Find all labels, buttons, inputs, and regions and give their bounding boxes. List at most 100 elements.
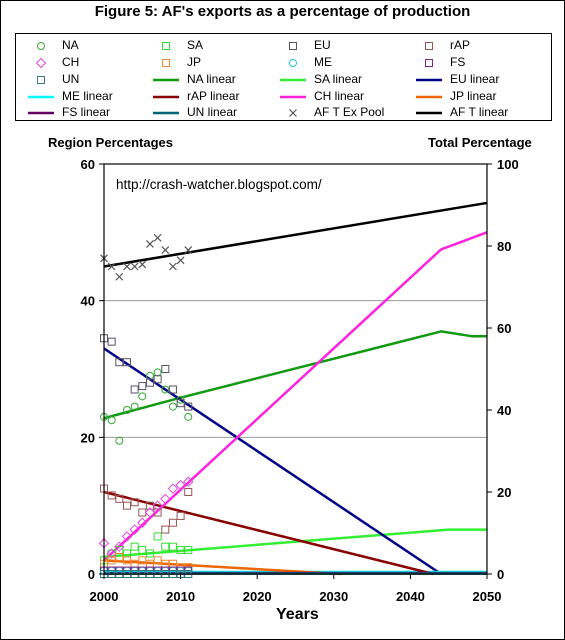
x-tick-label: 2050 xyxy=(473,589,502,604)
legend-label: AF T Ex Pool xyxy=(314,105,385,119)
data-point-jp xyxy=(138,556,147,565)
data-point-af-t-ex-pool xyxy=(130,262,139,271)
legend-symbol xyxy=(153,95,179,99)
data-point-af-t-ex-pool xyxy=(146,240,154,248)
legend-symbol xyxy=(416,78,442,82)
series-line-ch-linear xyxy=(103,231,488,562)
data-point-ch xyxy=(183,476,194,487)
legend-marker xyxy=(289,42,297,50)
data-point-ch xyxy=(160,493,171,505)
data-point-sa xyxy=(168,542,177,551)
data-point-na xyxy=(161,385,170,394)
y-right-tick-label: 100 xyxy=(497,157,519,172)
legend-symbol xyxy=(162,42,170,50)
data-point-eu xyxy=(122,358,131,367)
x-tick-label: 2000 xyxy=(90,589,119,604)
data-point-ch xyxy=(175,479,186,491)
x-tick-label: 2010 xyxy=(166,589,195,604)
data-point-jp xyxy=(115,552,124,561)
y-right-tick-label: 60 xyxy=(497,321,511,336)
x-axis-label: Years xyxy=(276,606,319,623)
data-point-sa xyxy=(161,542,170,551)
legend: NA SA EU rAP CH JP ME FS UN NA linear SA linear EU … xyxy=(15,33,552,121)
data-point-eu xyxy=(153,375,162,384)
legend-label: CH linear xyxy=(314,89,365,103)
legend-marker xyxy=(162,42,170,50)
legend-marker xyxy=(425,42,433,50)
series-line-na-linear xyxy=(103,330,487,420)
legend-marker xyxy=(289,59,297,67)
data-point-ch xyxy=(152,500,163,511)
data-point-sa xyxy=(138,546,147,555)
data-point-na xyxy=(130,402,139,411)
legend-label: ME linear xyxy=(62,89,113,103)
legend-label: rAP xyxy=(450,38,471,52)
legend-symbol xyxy=(37,76,45,84)
legend-label: UN xyxy=(62,72,80,86)
data-point-sa xyxy=(153,532,162,541)
data-point-eu xyxy=(138,382,147,391)
legend-marker xyxy=(35,57,47,69)
data-point-eu xyxy=(107,337,116,346)
series-line-jp-linear xyxy=(103,559,342,576)
data-point-na xyxy=(184,412,193,421)
legend-label: NA xyxy=(62,38,79,52)
series-line-sa-linear xyxy=(103,528,487,559)
data-point-eu xyxy=(145,378,154,387)
data-point-jp xyxy=(153,556,162,565)
legend-label: UN linear xyxy=(187,105,238,119)
series-line-rap-linear xyxy=(103,490,434,576)
legend-label: rAP linear xyxy=(187,89,240,103)
data-point-sa xyxy=(176,546,185,555)
legend-symbol xyxy=(289,109,297,117)
legend-label: ME xyxy=(314,55,332,69)
legend-symbol xyxy=(280,95,306,99)
data-point-rap xyxy=(130,498,139,507)
data-point-af-t-ex-pool xyxy=(123,262,131,271)
legend-symbol xyxy=(153,111,179,115)
y-right-tick-label: 0 xyxy=(497,567,504,582)
data-point-rap xyxy=(168,518,177,527)
data-point-rap xyxy=(161,525,170,534)
data-point-ch xyxy=(144,507,156,518)
data-point-rap xyxy=(107,491,116,500)
y-left-tick-label: 60 xyxy=(81,157,95,172)
legend-symbol xyxy=(35,57,47,69)
x-tick-label: 2030 xyxy=(319,589,348,604)
data-point-ch xyxy=(129,524,140,535)
data-point-rap xyxy=(184,488,193,496)
legend-symbol xyxy=(416,95,442,99)
legend-label: EU linear xyxy=(450,72,500,86)
legend-marker xyxy=(37,42,45,50)
legend-symbol xyxy=(425,42,433,50)
data-point-rap xyxy=(115,494,124,503)
data-point-sa xyxy=(184,546,193,555)
data-point-af-t-ex-pool xyxy=(169,262,177,271)
data-point-ch xyxy=(137,517,148,528)
data-point-af-t-ex-pool xyxy=(184,246,193,255)
legend-label: CH xyxy=(62,55,80,69)
legend-marker xyxy=(162,59,170,67)
legend-symbol xyxy=(28,111,54,115)
data-point-jp xyxy=(122,556,131,565)
data-point-ch xyxy=(106,548,117,559)
y-left-tick-label: 20 xyxy=(81,430,95,445)
legend-symbol xyxy=(37,42,45,50)
legend-symbol xyxy=(416,111,442,115)
data-point-ch xyxy=(114,541,125,552)
legend-symbol xyxy=(289,42,297,50)
data-point-na xyxy=(168,402,177,411)
y-left-tick-label: 40 xyxy=(81,294,95,309)
data-point-na xyxy=(138,392,147,401)
y-right-tick-label: 40 xyxy=(497,403,511,418)
plot-border xyxy=(103,163,488,575)
data-point-eu xyxy=(184,402,193,411)
legend-label: FS linear xyxy=(62,105,111,119)
legend-symbol xyxy=(280,78,306,82)
legend-label: EU xyxy=(314,38,331,52)
legend-marker xyxy=(289,109,297,117)
legend-symbol xyxy=(289,59,297,67)
data-point-af-t-ex-pool xyxy=(138,260,147,269)
legend-label: JP linear xyxy=(450,89,497,103)
